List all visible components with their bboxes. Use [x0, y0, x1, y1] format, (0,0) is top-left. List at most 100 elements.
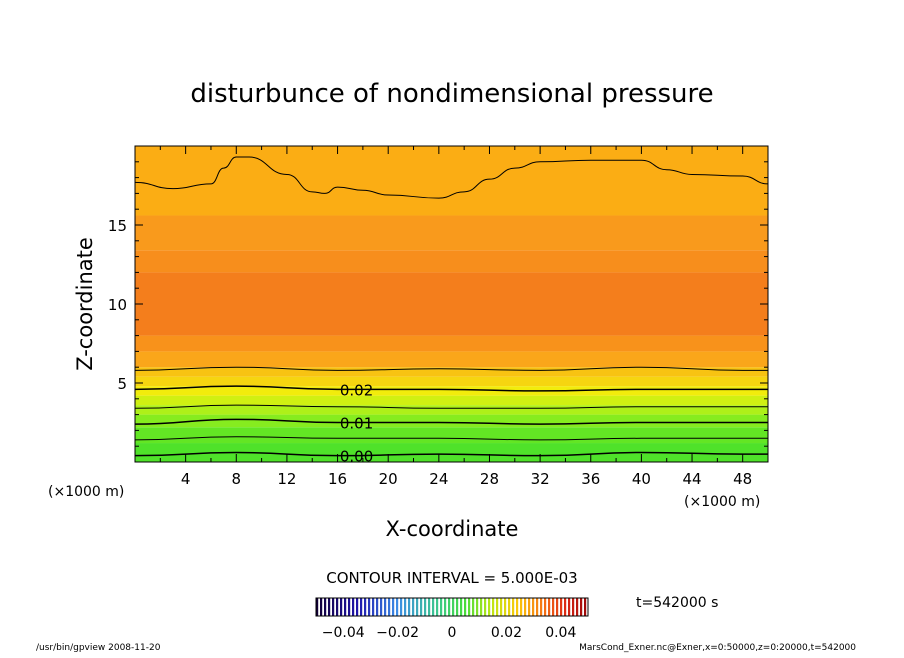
colorbar-stripe	[368, 598, 371, 616]
contour-line-4	[134, 385, 768, 392]
colorbar-stripe	[532, 598, 535, 616]
colorbar-stripe	[376, 598, 379, 616]
colorbar-stripe	[584, 598, 587, 616]
contour-line-1	[134, 436, 768, 441]
contour-label-1: 0.01	[340, 415, 373, 433]
colorbar-stripe	[548, 598, 551, 616]
colorbar-tick-label-3: 0.02	[491, 625, 522, 641]
colorbar-stripe	[524, 598, 527, 616]
colorbar-stripe	[560, 598, 563, 616]
shading-band-12	[135, 215, 768, 251]
colorbar-tick-label-4: 0.04	[545, 625, 576, 641]
x-tick-label-4: 20	[379, 470, 398, 488]
colorbar-stripe	[364, 598, 367, 616]
x-tick-label-11: 48	[733, 470, 752, 488]
shading-band-6	[135, 376, 768, 387]
colorbar-stripe	[432, 598, 435, 616]
colorbar-stripe	[484, 598, 487, 616]
colorbar-stripe	[324, 598, 327, 616]
colorbar-tick-labels: −0.04 −0.02 0 0.02 0.04	[322, 625, 577, 641]
contour-lines	[134, 156, 769, 457]
x-tick-label-9: 40	[632, 470, 651, 488]
x-axis-unit-right: (×1000 m)	[684, 494, 760, 510]
colorbar-stripe	[472, 598, 475, 616]
colorbar-tick-label-0: −0.04	[322, 625, 365, 641]
colorbar-stripes	[316, 598, 587, 616]
colorbar-stripe	[428, 598, 431, 616]
colorbar-stripe	[356, 598, 359, 616]
x-axis-unit-left: (×1000 m)	[48, 484, 124, 500]
shading-band-2	[135, 414, 768, 428]
footer-left: /usr/bin/gpview 2008-11-20	[36, 643, 161, 653]
x-tick-label-2: 12	[277, 470, 296, 488]
colorbar-tick-label-2: 0	[448, 625, 457, 641]
contour-interval-text: CONTOUR INTERVAL = 5.000E-03	[326, 569, 577, 587]
colorbar-stripe	[512, 598, 515, 616]
colorbar-stripe	[384, 598, 387, 616]
colorbar-stripe	[504, 598, 507, 616]
colorbar-stripe	[320, 598, 323, 616]
contour-label-2: 0.00	[340, 448, 373, 466]
colorbar-stripe	[392, 598, 395, 616]
y-tick-label-2: 15	[108, 217, 127, 235]
colorbar-stripe	[400, 598, 403, 616]
colorbar-stripe	[380, 598, 383, 616]
y-tick-label-1: 10	[108, 296, 127, 314]
contour-line-3	[134, 404, 768, 409]
colorbar-stripe	[344, 598, 347, 616]
colorbar-stripe	[492, 598, 495, 616]
colorbar-stripe	[340, 598, 343, 616]
x-tick-label-0: 4	[181, 470, 191, 488]
colorbar-stripe	[460, 598, 463, 616]
y-tick-label-0: 5	[117, 375, 127, 393]
colorbar-stripe	[412, 598, 415, 616]
colorbar-stripe	[536, 598, 539, 616]
shading-band-5	[135, 386, 768, 396]
time-label: t=542000 s	[636, 595, 718, 611]
x-axis-label: X-coordinate	[386, 517, 519, 541]
colorbar-stripe	[420, 598, 423, 616]
contour-labels: 0.02 0.01 0.00	[340, 381, 373, 466]
colorbar-stripe	[316, 598, 319, 616]
colorbar-stripe	[568, 598, 571, 616]
colorbar-stripe	[360, 598, 363, 616]
colorbar-stripe	[408, 598, 411, 616]
colorbar-stripe	[464, 598, 467, 616]
footer-right: MarsCond_Exner.nc@Exner,x=0:50000,z=0:20…	[579, 643, 856, 653]
shading-band-8	[135, 351, 768, 368]
colorbar-stripe	[556, 598, 559, 616]
colorbar-stripe	[388, 598, 391, 616]
shading-band-7	[135, 367, 768, 377]
shading-band-0	[135, 443, 768, 462]
colorbar-stripe	[528, 598, 531, 616]
x-tick-label-1: 8	[232, 470, 242, 488]
shading-band-9	[135, 335, 768, 352]
shading-band-13	[135, 146, 768, 216]
colorbar-stripe	[452, 598, 455, 616]
contour-line-6	[134, 156, 769, 199]
x-tick-label-6: 28	[480, 470, 499, 488]
colorbar-stripe	[544, 598, 547, 616]
colorbar-stripe	[456, 598, 459, 616]
colorbar-tick-label-1: −0.02	[376, 625, 419, 641]
colorbar-stripe	[332, 598, 335, 616]
colorbar-stripe	[468, 598, 471, 616]
colorbar-stripe	[416, 598, 419, 616]
colorbar: −0.04 −0.02 0 0.02 0.04	[315, 597, 589, 641]
chart-title: disturbunce of nondimensional pressure	[190, 79, 713, 109]
x-tick-label-7: 32	[531, 470, 550, 488]
x-tick-label-10: 44	[682, 470, 701, 488]
colorbar-stripe	[440, 598, 443, 616]
colorbar-stripe	[508, 598, 511, 616]
contour-line-2	[134, 418, 768, 425]
colorbar-stripe	[424, 598, 427, 616]
x-tick-label-3: 16	[328, 470, 347, 488]
shading-band-11	[135, 250, 768, 273]
colorbar-stripe	[328, 598, 331, 616]
colorbar-stripe	[488, 598, 491, 616]
colorbar-stripe	[520, 598, 523, 616]
colorbar-stripe	[540, 598, 543, 616]
